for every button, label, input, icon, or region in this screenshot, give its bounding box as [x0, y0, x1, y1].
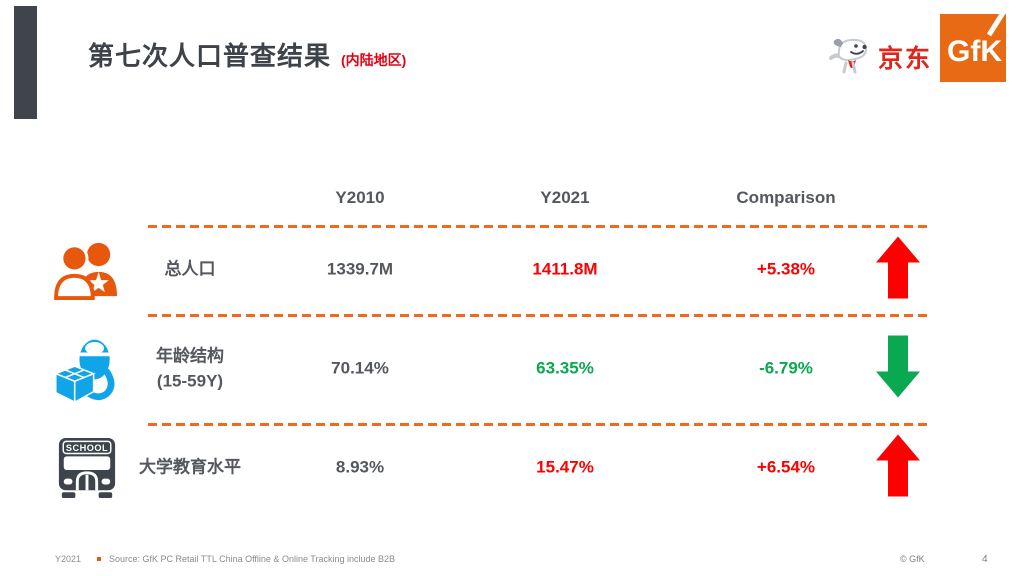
y2021-value: 1411.8M [532, 259, 598, 279]
trend-up-arrow-icon [876, 236, 920, 304]
y2010-value: 70.14% [331, 358, 389, 378]
footer-copyright: © GfK [900, 554, 925, 564]
comparison-value: -6.79% [759, 358, 813, 378]
comparison-value: +6.54% [756, 457, 816, 477]
slide-subtitle: (内陆地区) [341, 52, 407, 68]
slide-title: 第七次人口普查结果 [88, 41, 332, 71]
y2021-value: 15.47% [536, 457, 594, 477]
footer-year-label: Y2021 [55, 554, 82, 564]
row-label-text: 年龄结构 [156, 346, 224, 366]
trend-down-arrow-icon [876, 335, 920, 404]
page-number: 4 [982, 554, 988, 565]
row-sublabel-text: (15-59Y) [156, 371, 224, 390]
row-label: 年龄结构 (15-59Y) [115, 344, 265, 393]
column-header-y2021: Y2021 [540, 188, 590, 207]
column-header-y2010: Y2010 [335, 188, 385, 207]
school-bus-icon: SCHOOL [47, 437, 127, 499]
column-header-comparison: Comparison [736, 188, 836, 207]
table-row-total-population: 总人口 1339.7M 1411.8M +5.38% [0, 229, 1024, 311]
gfk-logo: GfK [940, 6, 1009, 82]
table-row-age-structure: 年龄结构 (15-59Y) 70.14% 63.35% -6.79% [0, 318, 1024, 420]
jd-logo-text: 京东 [877, 45, 932, 73]
population-people-icon [47, 240, 127, 300]
y2010-value: 8.93% [335, 457, 385, 477]
table-row-university-education: SCHOOL 大学教育水平 8.93% 15.47% +6.54% [0, 427, 1024, 509]
row-label: 总人口 [115, 258, 265, 283]
footer-bullet-icon [97, 557, 102, 561]
row-label-text: 大学教育水平 [139, 457, 241, 477]
page-title: 第七次人口普查结果 (内陆地区) [88, 36, 406, 73]
gfk-logo-text: GfK [947, 35, 1002, 68]
y2010-value: 1339.7M [326, 259, 394, 279]
dashed-separator [148, 225, 930, 228]
row-label-text: 总人口 [164, 259, 216, 279]
jd-logo: 京东 [828, 34, 932, 81]
row-label: 大学教育水平 [115, 456, 265, 481]
dashed-separator [148, 314, 930, 317]
comparison-value: +5.38% [756, 259, 816, 279]
footer-source-text: Source: GfK PC Retail TTL China Offline … [109, 554, 396, 564]
logo-area: 京东 GfK [828, 6, 1009, 82]
working-age-worker-icon [47, 334, 127, 404]
trend-up-arrow-icon [876, 434, 920, 502]
bus-banner-text: SCHOOL [66, 443, 108, 453]
title-accent-bar [14, 6, 37, 119]
dashed-separator [148, 423, 930, 426]
y2021-value: 63.35% [536, 358, 594, 378]
jd-dog-icon [828, 34, 876, 81]
footer: Y2021 Source: GfK PC Retail TTL China Of… [55, 554, 395, 564]
